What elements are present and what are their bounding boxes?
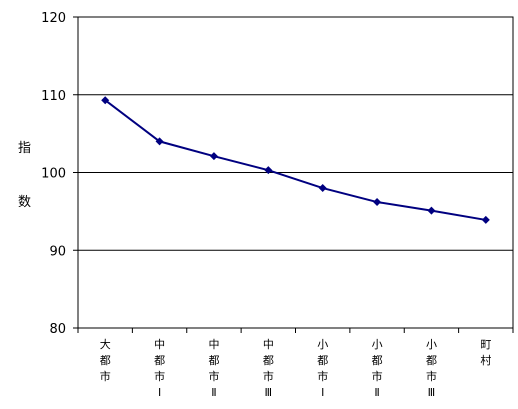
x-tick-label-char: 市 [426,369,437,383]
y-axis-label-char-2: 数 [18,195,32,210]
x-tick-label-char: 市 [263,369,274,383]
x-tick-label-char: 都 [263,354,274,367]
y-tick-label: 100 [41,167,66,182]
y-tick-label: 120 [41,11,66,26]
x-tick-label-char: 都 [208,354,219,367]
data-point [481,215,490,224]
x-tick-label-char: 都 [426,354,437,367]
x-tick-label-char: 町 [480,338,491,351]
gridlines [78,94,513,251]
x-tick-label-char: 中 [263,338,274,351]
x-tick-label-char: Ⅲ [428,386,436,399]
x-tick-label-char: Ⅱ [211,386,216,399]
x-tick-label-char: 市 [317,369,328,383]
y-axis-label-char-1: 指 [18,141,32,156]
x-tick-label-char: Ⅰ [158,386,161,399]
x-tick-label-char: Ⅰ [321,386,324,399]
x-tick-label-char: 市 [208,369,219,383]
x-tick-label-char: 大 [100,337,111,351]
series-line [104,99,486,221]
x-tick-label-char: 市 [154,369,165,383]
x-tick-label-char: 都 [154,354,165,367]
data-point [318,184,327,193]
x-tick-label-char: 市 [372,369,383,383]
x-tick-label-char: 小 [317,338,328,351]
x-tick-label-char: 小 [426,338,437,351]
data-point [155,137,164,146]
x-tick-label-char: 都 [100,354,111,367]
data-point [264,166,273,175]
y-tick-label: 110 [41,89,66,104]
y-tick-labels: 80 90 100 110 120 [41,11,78,337]
data-point [373,198,382,207]
x-tick-label-char: 村 [480,353,491,367]
x-tick-marks [77,328,514,333]
x-tick-label-char: Ⅱ [374,386,379,399]
x-tick-label-char: 中 [154,338,165,351]
data-points [101,96,490,224]
x-tick-label-char: 小 [372,338,383,351]
data-point [209,152,218,161]
x-tick-label-char: 市 [100,369,111,383]
x-tick-label-char: Ⅲ [265,386,273,399]
x-tick-label-char: 都 [372,354,383,367]
x-tick-label-char: 都 [317,354,328,367]
y-tick-label: 90 [49,244,66,259]
x-tick-label-char: 中 [208,338,219,351]
data-point [101,96,110,105]
data-point [427,206,436,215]
y-tick-label: 80 [49,322,66,337]
